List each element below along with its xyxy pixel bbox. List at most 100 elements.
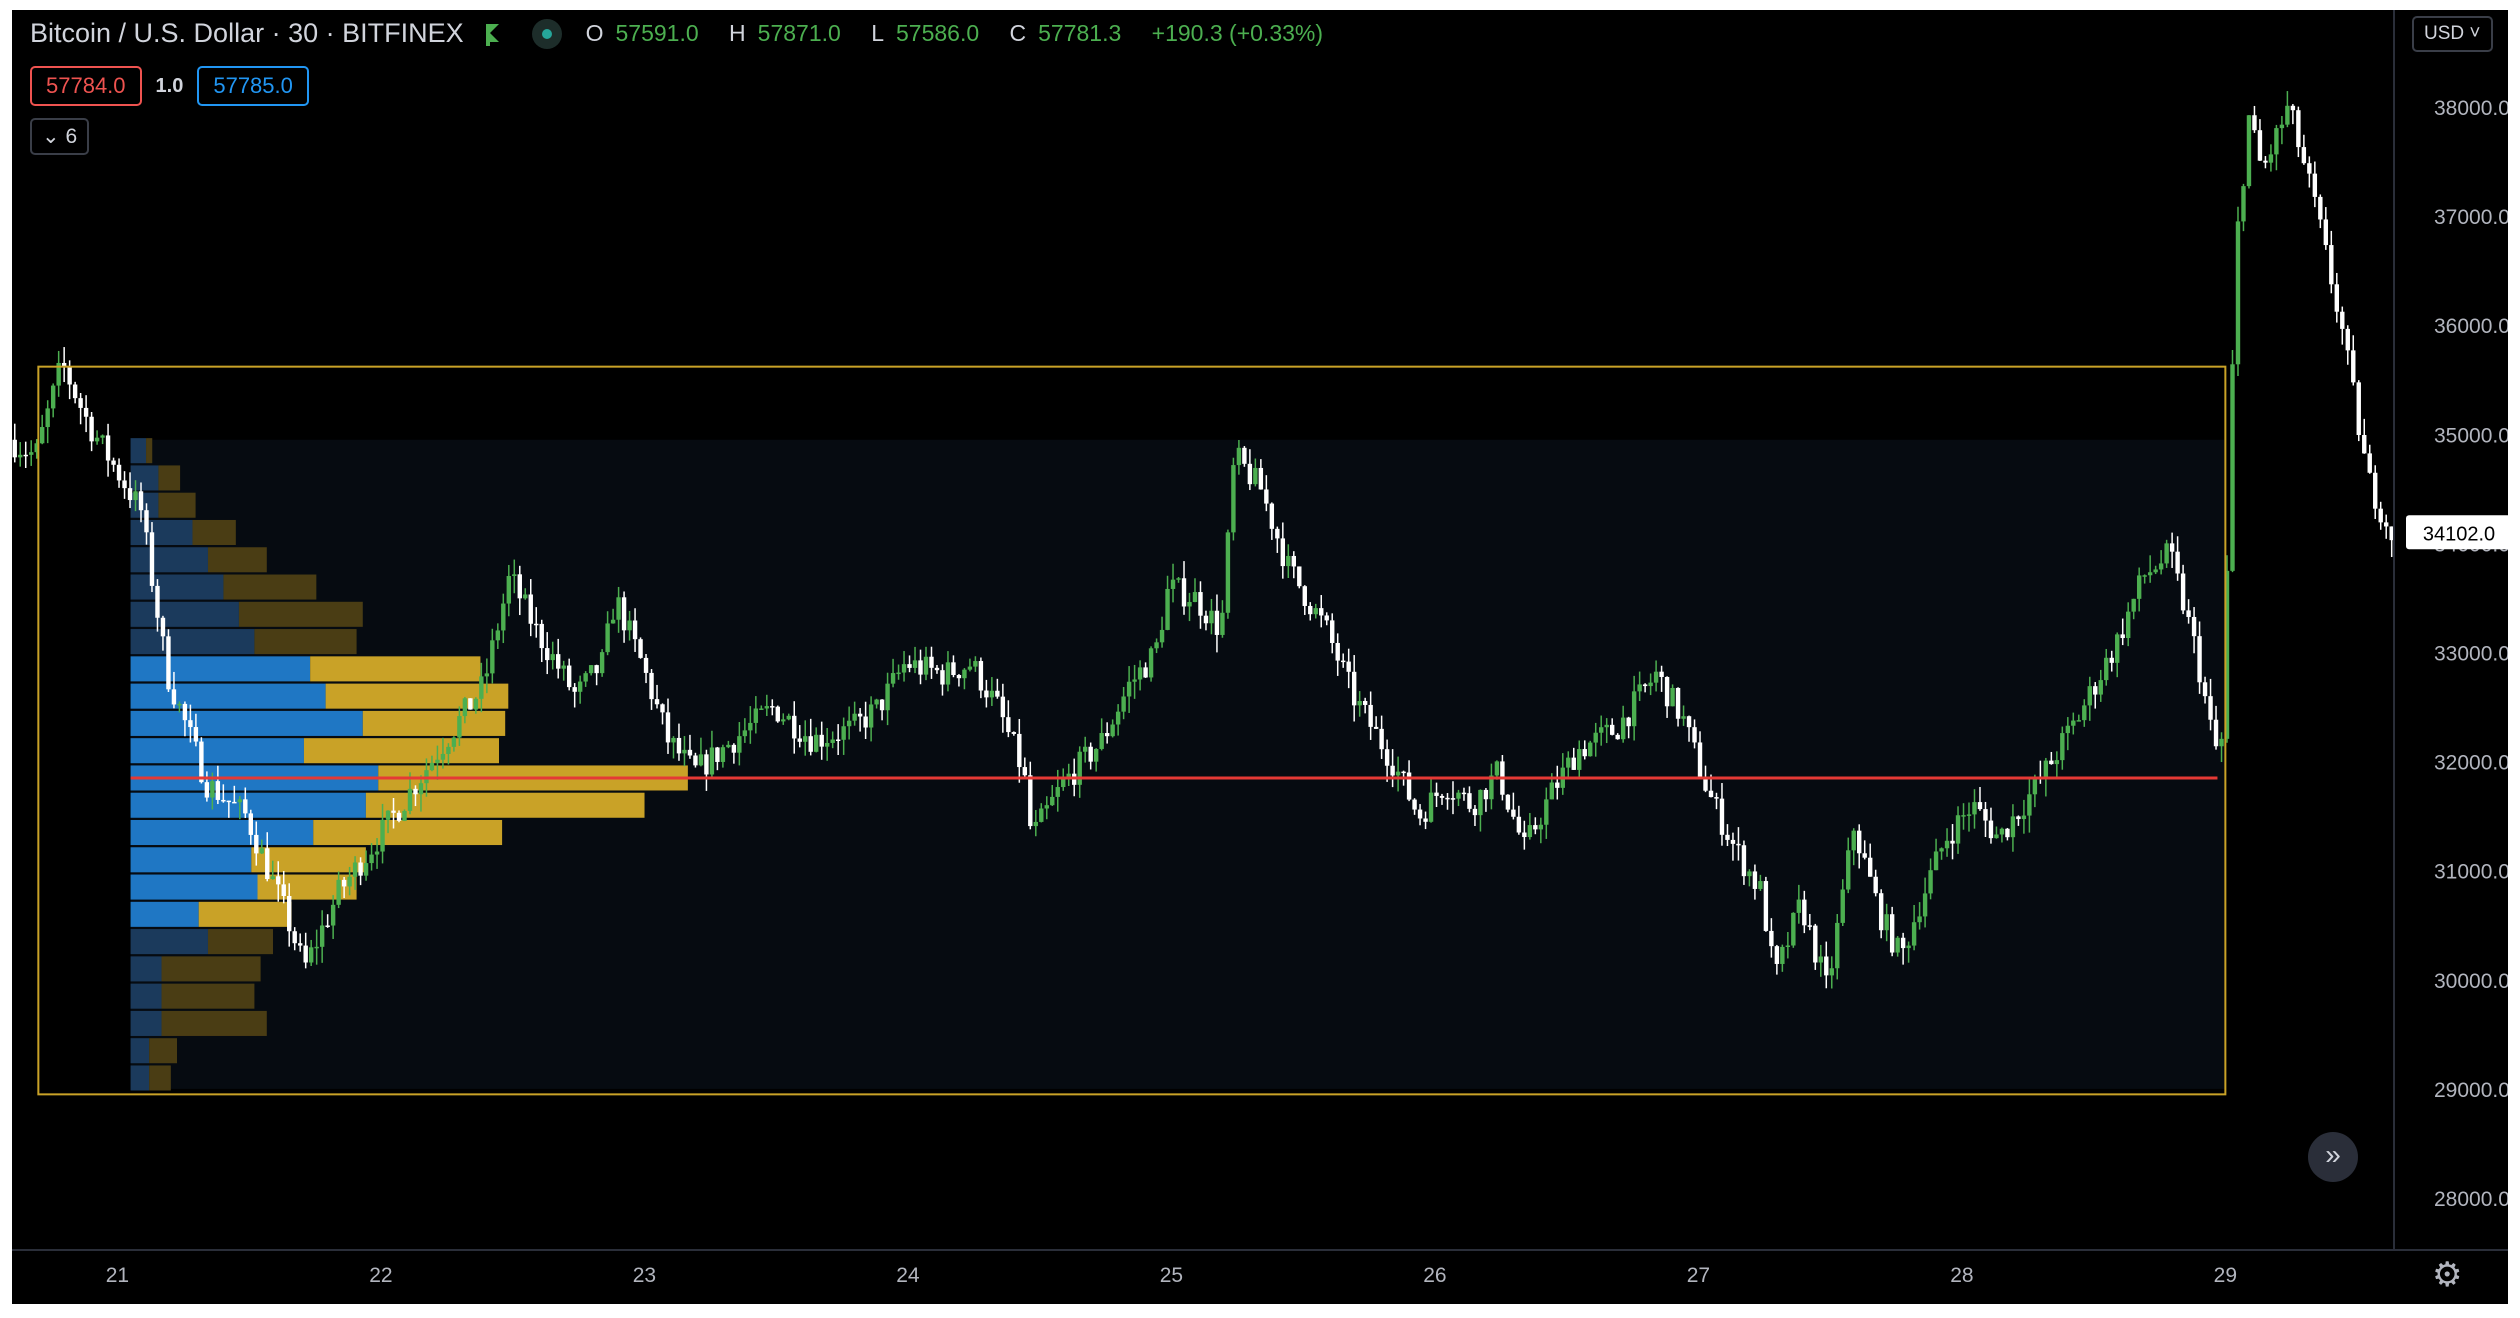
candle-body [616,597,621,620]
chevron-down-icon: ⌄ [42,125,60,148]
candle-body [1835,922,1840,969]
price-axis-panel[interactable] [2394,10,2508,1304]
candle-body [1346,661,1351,672]
scroll-to-realtime-button[interactable]: » [2308,1132,2358,1182]
candle-body [1286,555,1291,567]
candle-body [874,699,879,705]
candle-body [2186,610,2191,617]
candle-body [1220,612,1225,635]
candle-body [1379,728,1384,750]
candle-body [841,726,846,740]
volume-profile-bar-up [130,629,255,655]
candle-body [1862,853,1867,858]
volume-profile-bar-up [130,929,208,955]
candle-body [177,703,182,706]
candle-body [2345,328,2350,351]
candle-body [363,863,369,876]
candle-body [2093,686,2098,695]
candle-body [2263,160,2268,163]
candle-body [418,783,424,795]
candle-body [2340,311,2345,329]
candle-body [1911,922,1917,946]
candle-body [1308,605,1313,615]
candle-body [122,480,127,489]
chart-canvas[interactable]: 28000.0 29000.0 30000.0 31000.0 32000.0 33000… [12,10,2508,1304]
candle-body [803,736,808,742]
candle-body [2142,575,2147,577]
candle-body [1933,851,1939,871]
close-value: 57781.3 [1038,20,1122,46]
candle-body [116,464,122,481]
volume-profile-bar-up [130,1010,162,1036]
market-status-icon[interactable] [531,18,562,49]
candle-body [2279,124,2285,129]
candle-body [610,619,616,624]
candle-body [1132,679,1137,682]
candle-body [1659,671,1664,677]
y-tick-label: 35000.0 [2434,424,2508,447]
candle-body [1039,808,1044,822]
range-box[interactable] [37,365,2227,1096]
y-tick-label: 38000.0 [2434,97,2508,120]
candle-body [396,812,402,821]
candle-body [1456,792,1461,799]
candle-body [1297,566,1302,587]
candle-body [210,781,215,798]
candle-body [901,664,907,673]
candle-body [451,737,457,747]
candle-body [715,747,720,762]
candle-body [50,385,56,409]
candle-body [1099,733,1104,749]
candle-body [556,654,561,669]
candle-body [1516,816,1522,833]
candle-body [2307,163,2312,174]
flag-icon[interactable] [485,23,506,46]
candle-body [2378,508,2383,523]
candle-body [2241,186,2246,222]
high-value: 57871.0 [757,20,841,46]
symbol-title[interactable]: Bitcoin / U.S. Dollar · 30 · BITFINEX [30,18,464,48]
candle-body [1988,820,1994,839]
buy-button[interactable]: 57785.0 [197,66,309,106]
candle-body [221,799,226,802]
x-tick-label: 28 [1950,1264,1973,1287]
candle-body [984,690,989,698]
y-tick-label: 30000.0 [2434,970,2508,993]
candle-body [111,460,116,465]
candle-body [1423,818,1428,822]
candle-body [56,362,61,386]
candle-body [1813,925,1818,963]
candle-body [1505,794,1511,810]
candle-body [1351,671,1357,706]
candle-body [319,925,325,947]
sell-button[interactable]: 57784.0 [30,66,142,106]
candle-body [2301,147,2307,164]
candle-body [1236,447,1242,466]
candle-body [962,669,967,679]
indicators-toggle-button[interactable]: ⌄ 6 [30,118,90,155]
candle-body [1055,787,1060,797]
candle-body [989,690,995,698]
indicators-count: 6 [65,125,78,148]
volume-profile-bar-up [130,983,162,1009]
candle-body [1417,809,1423,819]
time-axis-panel[interactable] [12,1250,2508,1304]
candle-body [1225,532,1231,613]
candle-body [1401,771,1406,774]
volume-profile-bar-up [130,683,326,709]
candle-body [1851,830,1856,851]
candle-body [45,408,50,428]
candle-body [737,736,742,753]
currency-select[interactable]: USD ˅ [2412,16,2493,52]
volume-profile-bar-up [130,738,304,764]
candle-body [1187,602,1192,607]
candle-body [1675,687,1681,719]
candle-body [1637,684,1642,692]
candle-body [1972,802,1977,815]
candle-body [2158,563,2164,570]
candle-body [1763,881,1769,931]
candle-body [2356,382,2361,436]
candle-body [1082,746,1088,752]
gear-icon[interactable]: ⚙ [2432,1256,2463,1294]
candle-body [2120,634,2125,639]
